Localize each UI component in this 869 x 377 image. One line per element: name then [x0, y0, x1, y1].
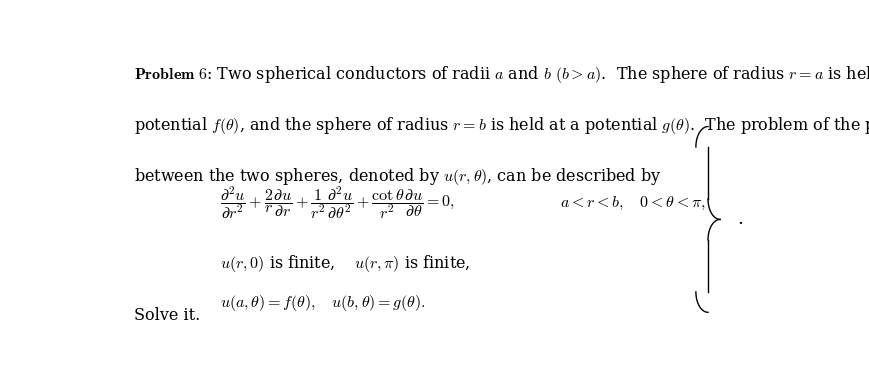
Text: $u(r, 0)$ is finite,$\quad$ $u(r, \pi)$ is finite,: $u(r, 0)$ is finite,$\quad$ $u(r, \pi)$ … — [220, 253, 470, 274]
Text: $u(a, \theta) = f(\theta), \quad u(b, \theta) = g(\theta).$: $u(a, \theta) = f(\theta), \quad u(b, \t… — [220, 293, 425, 313]
Text: $\mathbf{Problem\ 6}$: Two spherical conductors of radii $a$ and $b$ $(b > a)$. : $\mathbf{Problem\ 6}$: Two spherical con… — [134, 64, 869, 85]
Text: between the two spheres, denoted by $u(r, \theta)$, can be described by: between the two spheres, denoted by $u(r… — [134, 166, 661, 187]
Text: $\dfrac{\partial^2 u}{\partial r^2} + \dfrac{2}{r}\dfrac{\partial u}{\partial r}: $\dfrac{\partial^2 u}{\partial r^2} + \d… — [220, 185, 454, 222]
Text: $a < r < b, \quad 0 < \theta < \pi,$: $a < r < b, \quad 0 < \theta < \pi,$ — [560, 195, 706, 212]
Text: .: . — [737, 210, 743, 228]
Text: Solve it.: Solve it. — [134, 307, 201, 324]
Text: potential $f(\theta)$, and the sphere of radius $r = b$ is held at a potential $: potential $f(\theta)$, and the sphere of… — [134, 115, 869, 136]
